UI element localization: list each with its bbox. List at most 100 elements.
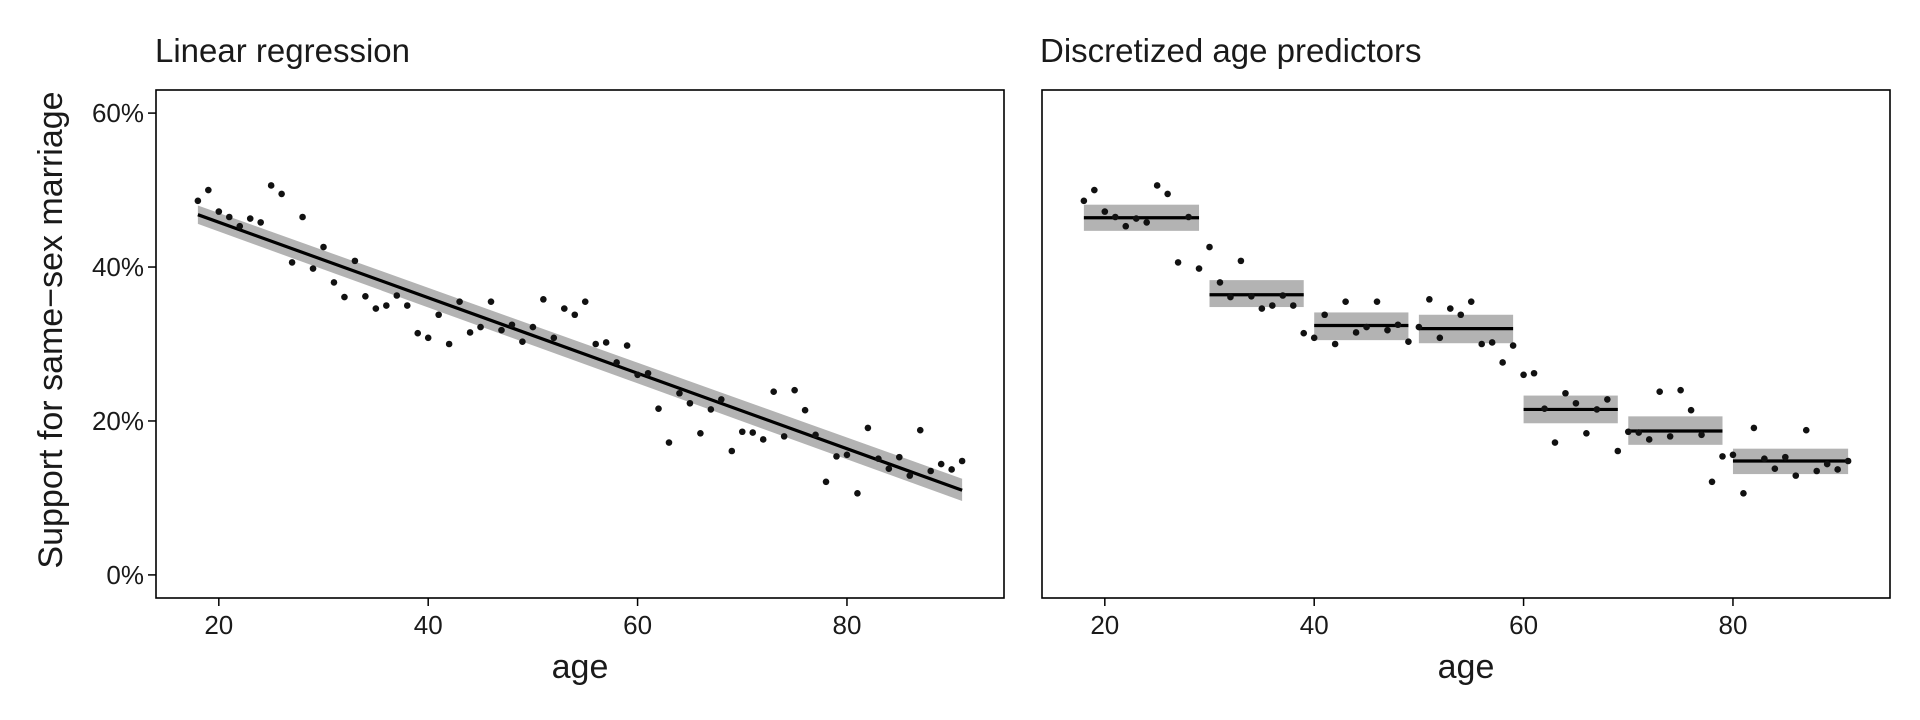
data-point — [341, 293, 348, 301]
data-point — [372, 305, 380, 312]
data-point — [1153, 182, 1161, 189]
data-point — [1342, 298, 1349, 305]
data-point — [560, 305, 568, 312]
x-tick-label: 80 — [833, 610, 862, 640]
data-point — [1143, 219, 1150, 226]
data-point — [885, 465, 893, 472]
data-point — [1624, 428, 1632, 436]
data-point — [1279, 292, 1287, 299]
data-point — [1520, 371, 1527, 379]
data-point — [676, 389, 683, 397]
data-point — [1656, 388, 1663, 396]
data-point — [1185, 213, 1192, 221]
data-point — [864, 424, 872, 432]
data-point — [707, 406, 715, 413]
data-point — [1740, 490, 1747, 497]
data-point — [1478, 340, 1486, 348]
data-point — [424, 334, 432, 342]
data-point — [843, 451, 851, 459]
data-point — [1248, 292, 1255, 300]
y-axis-title: Support for same−sex marriage — [32, 91, 70, 568]
data-point — [393, 292, 401, 299]
data-point — [1227, 293, 1234, 301]
data-point — [1729, 451, 1737, 459]
data-point — [267, 182, 275, 189]
data-point — [477, 323, 484, 331]
data-point — [1446, 305, 1454, 312]
x-tick-label: 40 — [1300, 610, 1329, 640]
data-point — [1771, 465, 1779, 472]
data-point — [466, 329, 474, 336]
data-point — [602, 339, 610, 346]
plot-frame — [1041, 89, 1891, 599]
data-point — [1823, 460, 1831, 468]
data-point — [812, 431, 819, 439]
data-point — [1206, 243, 1213, 251]
data-point — [1802, 426, 1810, 434]
data-point — [665, 439, 673, 446]
data-point — [927, 467, 935, 475]
panel-title: Discretized age predictors — [1040, 32, 1422, 69]
data-point — [1750, 424, 1758, 432]
data-point — [1289, 302, 1297, 309]
data-point — [351, 257, 359, 265]
data-point — [1384, 326, 1391, 334]
data-point — [1132, 215, 1140, 222]
data-point — [1645, 436, 1653, 443]
data-point — [498, 326, 505, 334]
data-point — [686, 399, 694, 407]
data-point — [1792, 472, 1800, 479]
data-point — [1258, 305, 1266, 312]
data-point — [581, 298, 589, 305]
data-point — [1593, 406, 1601, 413]
data-point — [801, 406, 809, 414]
data-point — [1509, 342, 1517, 349]
data-point — [383, 302, 390, 309]
y-tick-label: 0% — [106, 560, 144, 590]
data-point — [330, 279, 338, 286]
x-axis-title: age — [1438, 648, 1495, 686]
data-point — [508, 321, 516, 329]
data-point — [916, 426, 924, 434]
panel-linear-regression: Linear regression 20 40 60 80 0% 20% 40% 60% a… — [92, 32, 1005, 686]
data-point — [540, 296, 547, 303]
data-point — [529, 323, 537, 331]
data-point — [1782, 453, 1789, 461]
data-point — [875, 455, 882, 462]
data-point — [571, 311, 579, 319]
data-point — [1101, 208, 1109, 215]
data-point — [1195, 265, 1203, 272]
data-point — [550, 334, 558, 342]
y-tick-label: 20% — [92, 406, 144, 436]
data-point — [236, 222, 244, 230]
data-point — [309, 265, 317, 272]
data-point — [1373, 298, 1381, 305]
x-tick-label: 60 — [623, 610, 652, 640]
data-point — [833, 453, 840, 460]
data-point — [362, 292, 369, 300]
x-axis-title: age — [552, 648, 609, 686]
data-point — [1572, 399, 1580, 407]
data-point — [623, 342, 631, 349]
data-point — [1834, 466, 1841, 473]
data-point — [896, 453, 903, 461]
data-point — [1813, 467, 1821, 475]
data-point — [592, 340, 600, 348]
data-point — [1436, 334, 1444, 342]
y-tick-label: 60% — [92, 98, 144, 128]
data-point — [948, 466, 955, 473]
data-point — [1394, 321, 1402, 329]
data-point — [937, 460, 945, 468]
data-point — [958, 457, 966, 465]
data-point — [1687, 406, 1695, 414]
plot-frame — [155, 89, 1005, 599]
data-point — [403, 302, 411, 309]
data-point — [634, 371, 641, 379]
data-point — [822, 478, 830, 486]
data-point — [1321, 311, 1328, 319]
data-point — [1583, 429, 1590, 437]
data-point — [655, 405, 662, 412]
data-point — [445, 340, 453, 348]
x-ticks: 20 40 60 80 — [1090, 598, 1747, 640]
